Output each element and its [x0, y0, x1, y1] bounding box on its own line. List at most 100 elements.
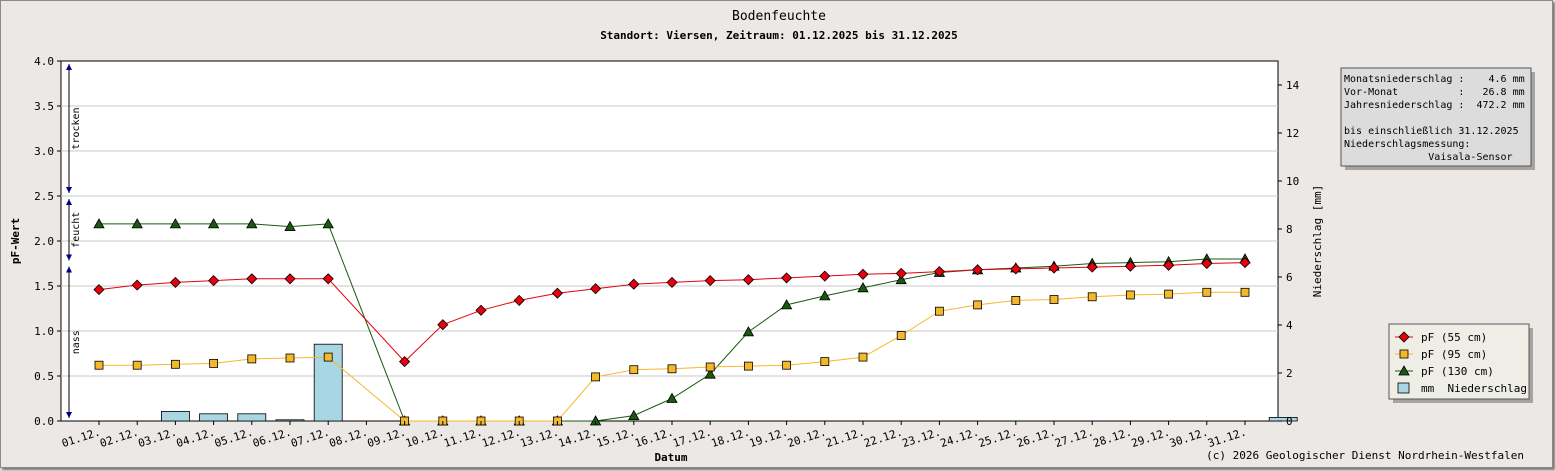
data-point	[246, 218, 258, 229]
y-tick-label: 1.5	[34, 280, 54, 293]
data-point	[781, 272, 793, 284]
data-point	[246, 273, 258, 285]
x-tick-label: 24.12.	[939, 425, 981, 450]
x-tick-label: 25.12.	[977, 425, 1019, 450]
series-line	[99, 223, 1245, 422]
x-tick-label: 30.12.	[1168, 425, 1210, 450]
zone-arrow-down	[66, 187, 72, 193]
data-point	[1124, 260, 1136, 272]
data-point	[437, 319, 449, 331]
data-point	[513, 294, 525, 306]
data-point	[591, 372, 600, 382]
x-tick-label: 02.12.	[98, 425, 140, 450]
data-point	[93, 218, 105, 229]
data-point	[284, 220, 296, 232]
legend-label: pF (95 cm)	[1421, 348, 1487, 361]
chart-subtitle: Standort: Viersen, Zeitraum: 01.12.2025 …	[600, 29, 958, 42]
y-tick-label: 1.0	[34, 325, 54, 338]
legend-items: pF (55 cm) pF (95 cm) pF (130 cm) mm Nieder…	[1395, 331, 1527, 395]
data-point	[782, 360, 791, 370]
x-tick-label: 10.12.	[404, 425, 446, 450]
moisture-zones: trocken feucht nass	[66, 64, 82, 418]
data-point	[895, 273, 907, 285]
data-point	[475, 304, 487, 316]
chart-title: Bodenfeuchte	[732, 9, 826, 24]
x-tick-label: 22.12.	[862, 425, 904, 450]
legend-marker	[1399, 349, 1409, 359]
x-tick-label: 09.12.	[366, 425, 408, 450]
zone-arrow-up	[66, 64, 72, 70]
legend-label: pF (55 cm)	[1421, 331, 1487, 344]
x-tick-label: 04.12.	[175, 425, 217, 450]
zone-label: nass	[71, 330, 82, 354]
data-point	[1049, 295, 1059, 304]
x-tick-label: 08.12.	[328, 425, 370, 450]
data-point	[322, 218, 334, 229]
y2-tick-label: 10	[1286, 175, 1299, 188]
x-tick-label: 12.12.	[480, 425, 522, 450]
x-tick-label: 28.12.	[1092, 425, 1134, 450]
data-point	[590, 283, 602, 295]
data-point	[169, 276, 181, 288]
data-point	[94, 360, 104, 370]
credit-text: (c) 2026 Geologischer Dienst Nordrhein-W…	[1206, 449, 1524, 462]
info-lines: Monatsniederschlag : 4.6 mm Vor-Monat : 2…	[1344, 74, 1525, 163]
grid-lines	[61, 105, 1278, 377]
y2-tick-label: 0	[1286, 415, 1293, 428]
data-point	[284, 273, 296, 285]
x-tick-label: 20.12.	[786, 425, 828, 450]
data-point	[819, 290, 831, 301]
y2-tick-label: 8	[1286, 223, 1293, 236]
data-point	[247, 354, 257, 364]
y-tick-label: 0.0	[34, 415, 54, 428]
precip-bar	[1268, 416, 1298, 422]
data-point	[667, 364, 677, 374]
info-box: Monatsniederschlag : 4.6 mm Vor-Monat : 2…	[1340, 67, 1535, 170]
data-point	[1240, 287, 1250, 297]
x-tick-label: 11.12.	[442, 425, 484, 450]
info-line: bis einschließlich 31.12.2025	[1344, 126, 1519, 137]
x-tick-label: 17.12.	[671, 425, 713, 450]
x-tick-label: 18.12.	[710, 425, 752, 450]
zone-label: feucht	[71, 212, 82, 248]
y-tick-label: 0.5	[34, 370, 54, 383]
x-tick-label: 19.12.	[748, 425, 790, 450]
precip-bar	[160, 410, 190, 422]
x-tick-label: 15.12.	[595, 425, 637, 450]
data-point	[208, 275, 220, 287]
data-point	[819, 270, 831, 282]
x-axis-label: Datum	[654, 451, 687, 464]
data-point	[1239, 257, 1251, 269]
data-point	[820, 357, 830, 367]
x-tick-label: 29.12.	[1130, 425, 1172, 450]
data-point	[1164, 289, 1173, 299]
data-point	[131, 279, 143, 291]
data-point	[742, 326, 755, 337]
y-axis-label: pF-Wert	[9, 218, 22, 264]
data-point	[895, 267, 907, 279]
x-tick-label: 26.12.	[1015, 425, 1057, 450]
data-point	[858, 352, 868, 362]
x-tick-label: 03.12.	[137, 425, 179, 450]
info-line: Niederschlagsmessung:	[1344, 139, 1470, 150]
data-point	[935, 306, 944, 316]
y2-tick-label: 14	[1286, 79, 1300, 92]
info-line: Vor-Monat : 26.8 mm	[1344, 87, 1525, 98]
data-point	[744, 361, 753, 371]
zone-arrow-up	[66, 199, 72, 205]
zone-arrow-down	[66, 412, 72, 418]
data-point	[551, 287, 563, 299]
x-tick-label: 31.12.	[1206, 425, 1248, 450]
data-point	[628, 409, 640, 421]
info-line: Vaisala-Sensor	[1344, 152, 1513, 163]
data-point	[209, 358, 219, 368]
data-point	[704, 275, 716, 287]
data-point	[1086, 261, 1098, 273]
legend-swatch	[1397, 382, 1410, 394]
legend-marker	[1398, 365, 1410, 376]
legend-label: pF (130 cm)	[1421, 365, 1494, 378]
x-tick-label: 13.12.	[519, 425, 561, 450]
data-point	[629, 365, 639, 375]
data-point	[780, 299, 793, 310]
